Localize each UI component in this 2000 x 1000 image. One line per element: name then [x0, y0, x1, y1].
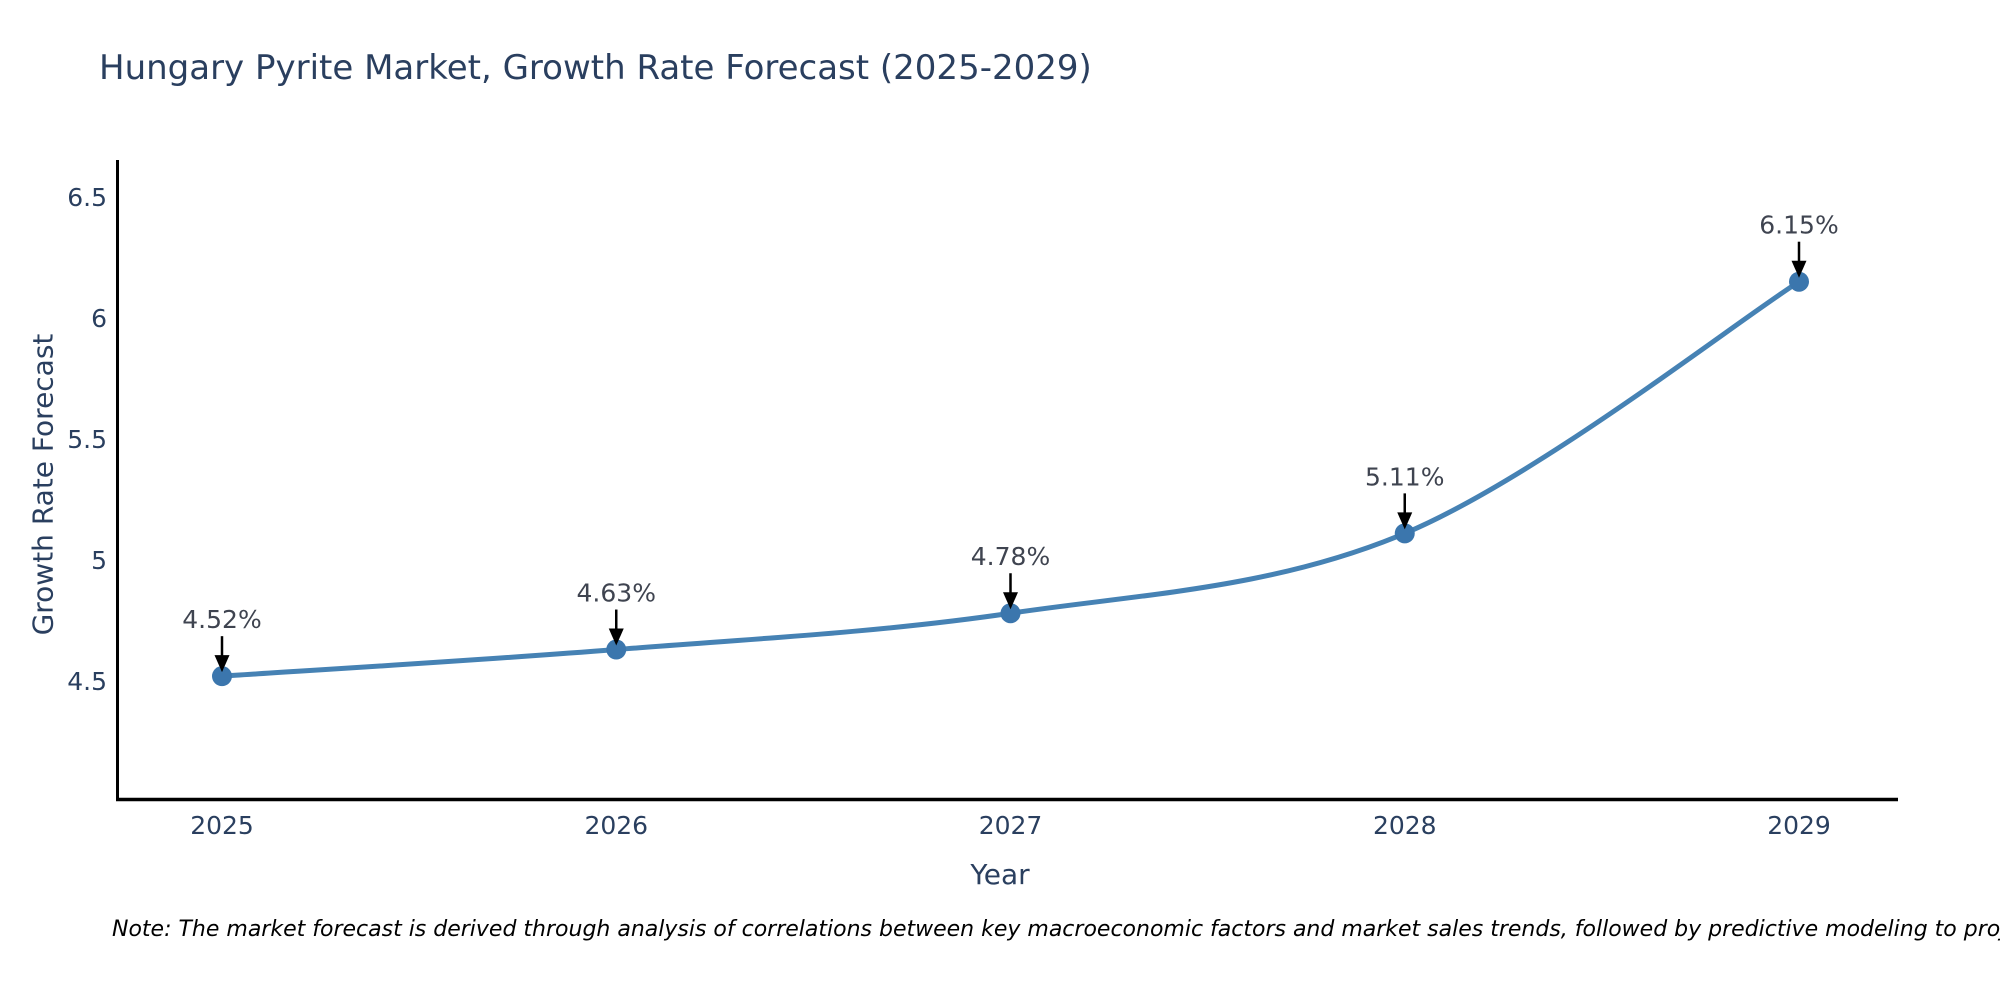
annotation-arrowhead-icon: [1003, 592, 1018, 610]
y-tick-label: 5.5: [67, 425, 107, 454]
forecast-methodology-note: Note: The market forecast is derived thr…: [112, 917, 2000, 942]
point-annotation-label: 4.78%: [971, 542, 1050, 571]
annotation-arrowhead-icon: [608, 628, 624, 646]
annotation-arrowhead-icon: [214, 655, 230, 673]
annotation-arrowhead-icon: [1397, 512, 1413, 530]
y-tick-label: 6.5: [67, 183, 107, 212]
data-point-marker-2029: [1789, 271, 1809, 292]
annotation-arrowhead-icon: [1791, 260, 1807, 278]
x-tick-label: 2028: [1373, 811, 1437, 840]
x-tick-label: 2025: [190, 811, 254, 840]
data-point-marker-2027: [1000, 603, 1021, 624]
data-point-marker-2026: [606, 639, 627, 660]
y-tick-label: 4.5: [67, 667, 107, 696]
x-axis-title: Year: [970, 858, 1030, 891]
point-annotation-label: 4.63%: [577, 579, 656, 608]
y-tick-label: 6: [91, 304, 107, 333]
data-point-marker-2025: [212, 666, 232, 687]
point-annotation-label: 5.11%: [1365, 462, 1444, 491]
point-annotation-label: 6.15%: [1759, 211, 1838, 240]
chart-title: Hungary Pyrite Market, Growth Rate Forec…: [99, 48, 1092, 88]
point-annotation-label: 4.52%: [182, 605, 261, 634]
data-point-marker-2028: [1394, 523, 1415, 544]
y-tick-label: 5: [91, 546, 107, 575]
x-tick-label: 2027: [979, 811, 1043, 840]
x-tick-label: 2026: [584, 811, 648, 840]
x-tick-label: 2029: [1767, 811, 1831, 840]
